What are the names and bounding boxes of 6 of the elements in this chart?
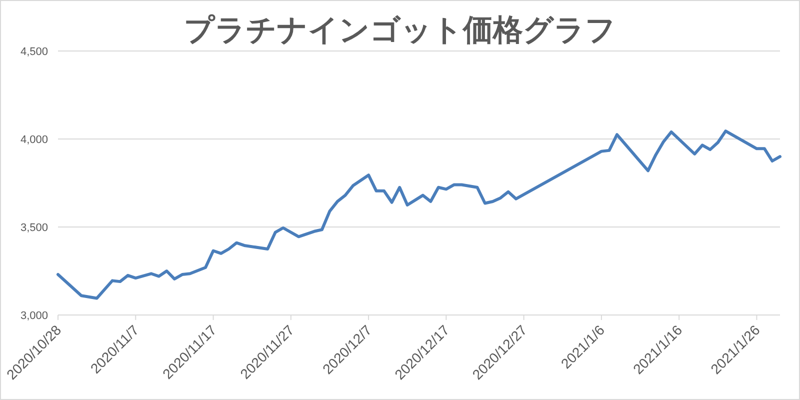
chart-title: プラチナインゴット価格グラフ <box>184 14 616 47</box>
y-tick-label: 3,500 <box>20 222 48 234</box>
line-series <box>56 130 782 300</box>
y-tick-label: 3,000 <box>20 310 48 322</box>
y-tick-label: 4,000 <box>20 134 48 146</box>
y-tick-label: 4,500 <box>20 46 48 58</box>
